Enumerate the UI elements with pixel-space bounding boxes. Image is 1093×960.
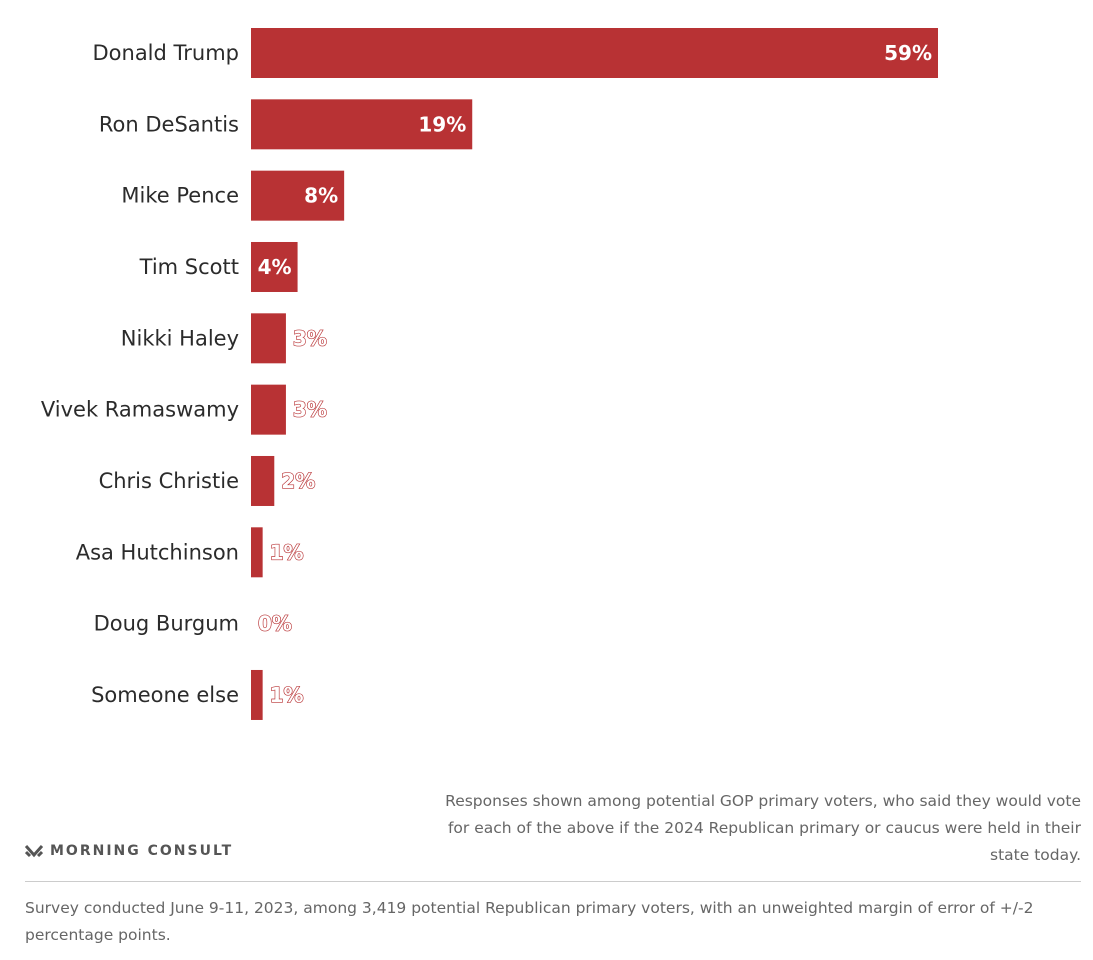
data-label: 8% bbox=[304, 184, 338, 208]
data-label: 1% bbox=[270, 683, 304, 707]
brand-logo: MORNING CONSULT bbox=[25, 842, 233, 860]
data-label: 4% bbox=[258, 255, 292, 279]
chart-note: Responses shown among potential GOP prim… bbox=[445, 792, 1081, 864]
bar bbox=[251, 170, 345, 221]
divider bbox=[25, 881, 1081, 882]
bar bbox=[251, 384, 286, 435]
data-label: 0% bbox=[258, 612, 292, 636]
data-label: 3% bbox=[293, 398, 327, 422]
category-label: Asa Hutchinson bbox=[76, 540, 239, 564]
bar bbox=[251, 313, 286, 364]
bar bbox=[251, 455, 275, 506]
bar bbox=[251, 241, 298, 292]
category-label: Ron DeSantis bbox=[99, 112, 239, 136]
data-label: 59% bbox=[884, 41, 932, 65]
data-label: 3% bbox=[293, 326, 327, 350]
data-label: 1% bbox=[270, 540, 304, 564]
category-label: Nikki Haley bbox=[121, 326, 239, 350]
bar bbox=[251, 527, 263, 578]
survey-footnote: Survey conducted June 9-11, 2023, among … bbox=[25, 899, 1034, 944]
data-label: 19% bbox=[418, 112, 466, 136]
category-label: Someone else bbox=[91, 683, 239, 707]
category-label: Doug Burgum bbox=[94, 612, 239, 636]
brand-name: MORNING CONSULT bbox=[50, 843, 234, 859]
bar bbox=[251, 669, 263, 720]
category-label: Vivek Ramaswamy bbox=[41, 398, 239, 422]
category-label: Mike Pence bbox=[121, 184, 239, 208]
bar bbox=[251, 99, 473, 150]
category-label: Donald Trump bbox=[92, 41, 239, 65]
data-label: 2% bbox=[281, 469, 315, 493]
bar bbox=[251, 28, 938, 78]
bar-chart: Donald Trump 59% Ron DeSantis 19% Mike Pence… bbox=[41, 28, 938, 720]
category-label: Tim Scott bbox=[139, 255, 239, 279]
category-label: Chris Christie bbox=[99, 469, 239, 493]
morning-consult-logo-icon bbox=[25, 845, 43, 858]
